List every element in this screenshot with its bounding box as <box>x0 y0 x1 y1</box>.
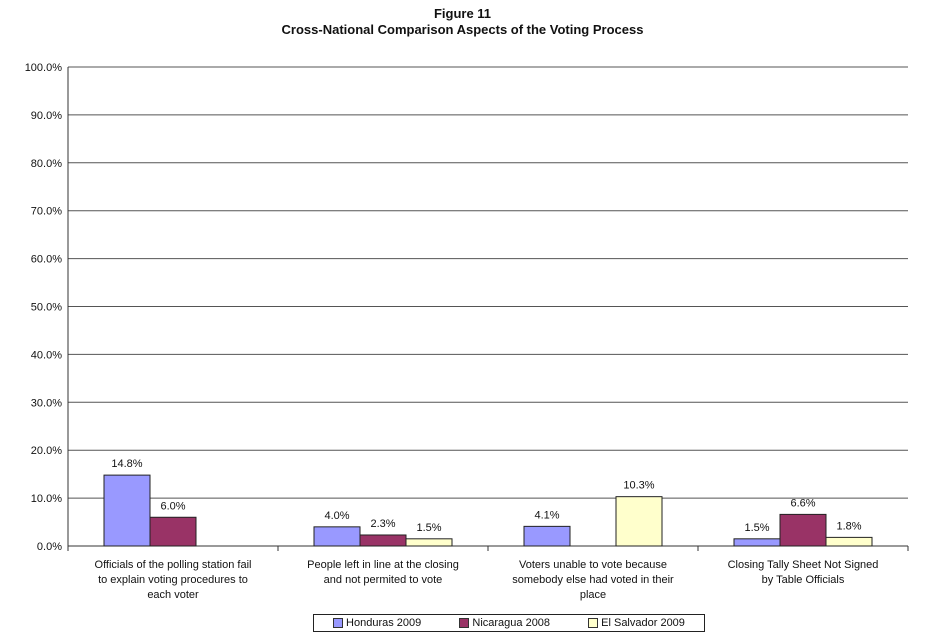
y-tick-label: 100.0% <box>25 62 63 74</box>
x-category-label: People left in line at the closing <box>307 559 459 571</box>
y-tick-label: 0.0% <box>37 541 62 553</box>
chart-title: Figure 11 <box>433 6 492 21</box>
x-category-label: Voters unable to vote because <box>519 559 667 571</box>
legend-item-el-salvador: El Salvador 2009 <box>588 617 685 629</box>
chart-legend: Honduras 2009 Nicaragua 2008 El Salvador… <box>313 614 705 632</box>
data-label: 6.6% <box>790 497 815 509</box>
x-category-label: to explain voting procedures to <box>98 574 248 586</box>
data-label: 6.0% <box>160 500 185 512</box>
chart-subtitle: Cross-National Comparison Aspects of the… <box>281 22 644 37</box>
legend-swatch-honduras <box>333 618 344 628</box>
y-tick-label: 20.0% <box>31 445 62 457</box>
legend-label-el-salvador: El Salvador 2009 <box>601 617 685 629</box>
x-category-label: place <box>580 589 606 601</box>
data-label: 1.5% <box>744 522 769 534</box>
y-tick-label: 90.0% <box>31 110 62 122</box>
bar <box>733 538 781 547</box>
y-tick-label: 40.0% <box>31 349 62 361</box>
x-category-label: Officials of the polling station fail <box>95 559 252 571</box>
x-category-label: each voter <box>147 589 199 601</box>
y-tick-label: 50.0% <box>31 302 62 314</box>
data-label: 10.3% <box>623 480 654 492</box>
y-tick-label: 80.0% <box>31 158 62 170</box>
data-label: 1.8% <box>836 520 861 532</box>
x-category-label: and not permited to vote <box>324 574 443 586</box>
data-label: 4.1% <box>534 509 559 521</box>
y-tick-label: 60.0% <box>31 254 62 266</box>
legend-swatch-el-salvador <box>588 618 599 628</box>
bar <box>405 538 453 547</box>
legend-swatch-nicaragua <box>459 618 470 628</box>
bar <box>779 513 827 547</box>
bar <box>149 516 197 547</box>
bar <box>313 526 361 547</box>
x-category-label: somebody else had voted in their <box>512 574 674 586</box>
y-tick-label: 30.0% <box>31 397 62 409</box>
bar <box>359 534 407 547</box>
data-label: 14.8% <box>111 458 142 470</box>
x-category-label: by Table Officials <box>762 574 845 586</box>
y-tick-label: 10.0% <box>31 493 62 505</box>
legend-label-honduras: Honduras 2009 <box>346 617 422 629</box>
data-label: 4.0% <box>324 510 349 522</box>
legend-item-nicaragua: Nicaragua 2008 <box>459 617 550 629</box>
y-tick-label: 70.0% <box>31 206 62 218</box>
data-label: 1.5% <box>416 522 441 534</box>
bar <box>615 496 663 547</box>
x-category-label: Closing Tally Sheet Not Signed <box>728 559 879 571</box>
bar <box>523 525 571 547</box>
legend-item-honduras: Honduras 2009 <box>333 617 421 629</box>
data-label: 2.3% <box>370 518 395 530</box>
bar <box>103 474 151 547</box>
legend-label-nicaragua: Nicaragua 2008 <box>472 617 551 629</box>
bar <box>825 536 873 547</box>
